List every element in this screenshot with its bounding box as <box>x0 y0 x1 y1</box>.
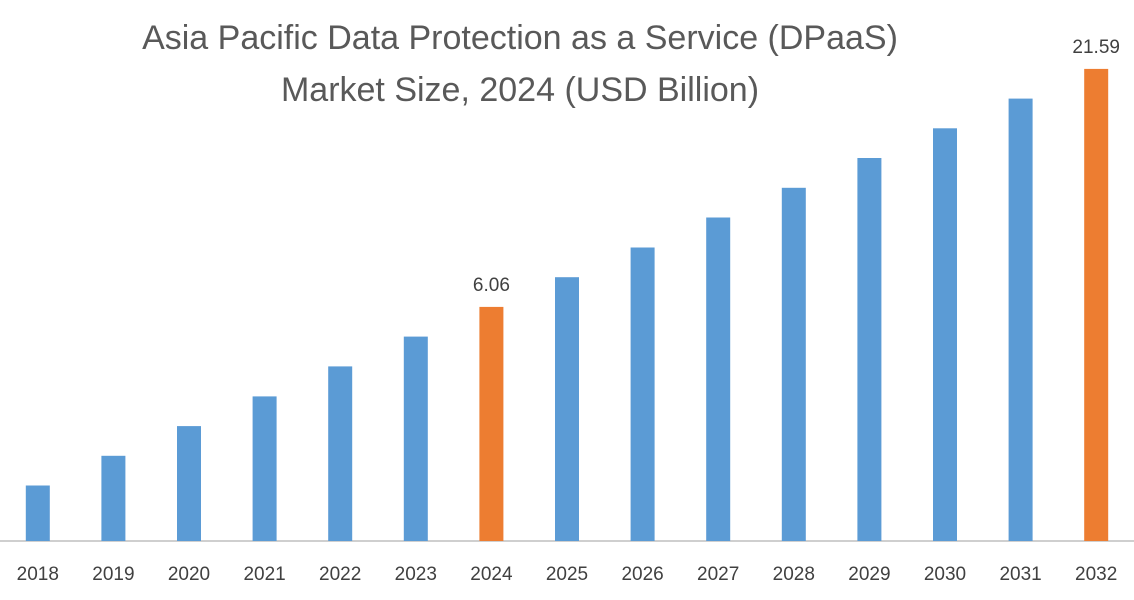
bar-2024 <box>479 306 504 541</box>
x-tick-label-2028: 2028 <box>773 564 815 585</box>
bar-2019 <box>101 455 126 541</box>
bar-2028 <box>781 187 806 542</box>
bar-2021 <box>252 396 277 541</box>
x-tick-label-2021: 2021 <box>243 564 285 585</box>
x-tick-label-2022: 2022 <box>319 564 361 585</box>
chart-title: Asia Pacific Data Protection as a Servic… <box>0 12 1040 116</box>
data-label-2024: 6.06 <box>473 275 510 296</box>
x-tick-label-2024: 2024 <box>470 564 513 585</box>
x-tick-label-2020: 2020 <box>168 564 210 585</box>
bar-2032 <box>1084 68 1109 542</box>
data-label-2032: 21.59 <box>1072 37 1120 58</box>
bar-2020 <box>177 426 201 541</box>
bar-2026 <box>630 247 655 541</box>
bar-2018 <box>25 485 50 541</box>
bar-2025 <box>555 277 579 541</box>
x-tick-label-2019: 2019 <box>92 564 134 585</box>
x-tick-label-2026: 2026 <box>621 564 663 585</box>
bar-2030 <box>933 128 957 542</box>
chart-title-line-2: Market Size, 2024 (USD Billion) <box>280 71 760 109</box>
bar-2029 <box>857 158 882 541</box>
x-tick-label-2031: 2031 <box>999 564 1041 585</box>
bar-2022 <box>328 366 353 541</box>
x-tick-label-2029: 2029 <box>848 564 890 585</box>
x-tick-label-2025: 2025 <box>546 564 588 585</box>
x-tick-label-2027: 2027 <box>697 564 739 585</box>
chart-title-line-1: Asia Pacific Data Protection as a Servic… <box>142 19 898 57</box>
bar-2027 <box>706 217 731 541</box>
bar-2031 <box>1008 98 1033 541</box>
x-tick-label-2032: 2032 <box>1075 564 1117 585</box>
x-tick-label-2030: 2030 <box>924 564 966 585</box>
x-tick-label-2023: 2023 <box>395 564 437 585</box>
bar-2023 <box>403 336 428 541</box>
x-tick-label-2018: 2018 <box>17 564 59 585</box>
